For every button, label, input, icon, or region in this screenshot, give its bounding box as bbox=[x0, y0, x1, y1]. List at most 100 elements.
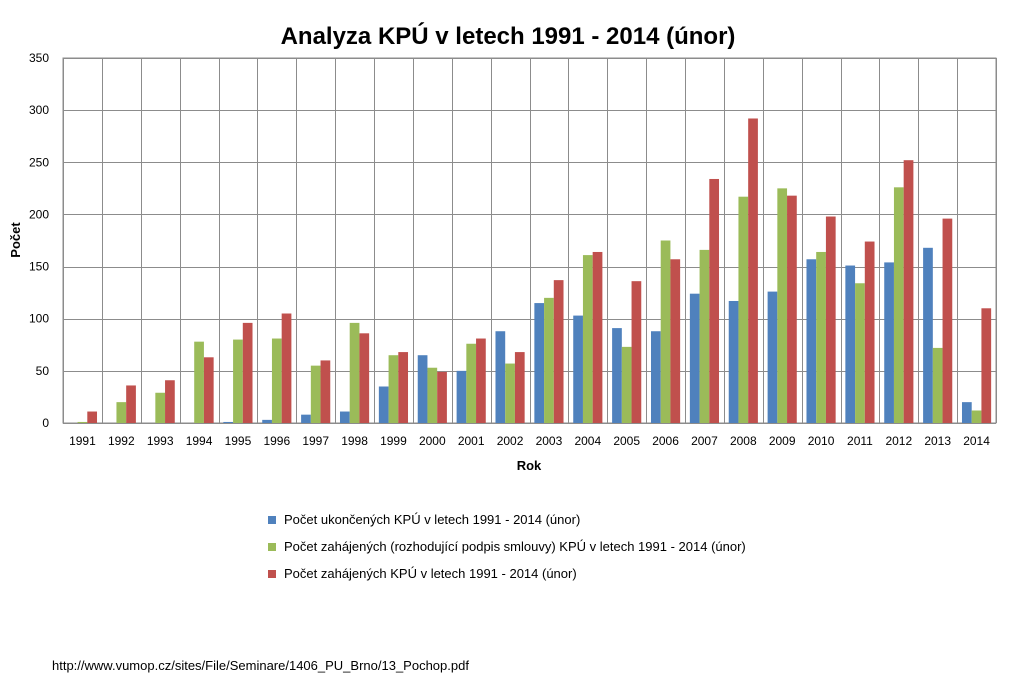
x-tick-label: 2012 bbox=[885, 434, 912, 448]
x-tick-label: 2011 bbox=[847, 434, 873, 448]
y-tick-label: 200 bbox=[29, 207, 49, 221]
y-tick-label: 150 bbox=[29, 260, 49, 274]
bar bbox=[165, 380, 175, 423]
y-axis-title: Počet bbox=[8, 222, 23, 258]
legend-label: Počet zahájených KPÚ v letech 1991 - 201… bbox=[284, 566, 577, 581]
x-tick-label: 1992 bbox=[108, 434, 135, 448]
bar bbox=[942, 218, 953, 423]
x-tick-label: 2001 bbox=[458, 434, 485, 448]
source-url: http://www.vumop.cz/sites/File/Seminare/… bbox=[52, 658, 469, 673]
bar bbox=[514, 352, 525, 423]
bar bbox=[612, 328, 622, 423]
bar bbox=[981, 308, 992, 423]
bar bbox=[923, 247, 933, 423]
bar bbox=[631, 281, 642, 423]
bar bbox=[456, 370, 467, 423]
x-tick-label: 2008 bbox=[730, 434, 757, 448]
bar bbox=[320, 360, 331, 423]
x-tick-label: 1991 bbox=[69, 434, 96, 448]
x-tick-label: 1994 bbox=[186, 434, 213, 448]
bar bbox=[660, 240, 671, 423]
legend-swatch bbox=[268, 515, 276, 524]
bar bbox=[767, 291, 778, 423]
bar bbox=[233, 339, 243, 423]
x-tick-label: 1998 bbox=[341, 434, 368, 448]
bar bbox=[738, 196, 749, 423]
bar bbox=[378, 386, 389, 423]
x-tick-label: 2003 bbox=[536, 434, 563, 448]
bar bbox=[262, 419, 272, 423]
legend-item: Počet zahájených KPÚ v letech 1991 - 201… bbox=[268, 560, 746, 587]
bar bbox=[864, 241, 875, 423]
bar bbox=[816, 251, 826, 423]
bar bbox=[242, 322, 253, 423]
bar bbox=[534, 303, 545, 423]
legend-label: Počet zahájených (rozhodující podpis sml… bbox=[284, 539, 746, 554]
bar bbox=[427, 367, 438, 423]
bar bbox=[417, 355, 428, 423]
x-tick-label: 2002 bbox=[497, 434, 524, 448]
x-tick-label: 2010 bbox=[808, 434, 835, 448]
x-axis-title: Rok bbox=[517, 458, 542, 473]
x-tick-label: 1993 bbox=[147, 434, 174, 448]
bar bbox=[116, 402, 127, 423]
y-tick-label: 50 bbox=[36, 364, 50, 378]
bar bbox=[126, 385, 136, 423]
legend-item: Počet ukončených KPÚ v letech 1991 - 201… bbox=[268, 506, 746, 533]
x-tick-label: 2000 bbox=[419, 434, 446, 448]
chart-title: Analyza KPÚ v letech 1991 - 2014 (únor) bbox=[281, 22, 736, 50]
y-tick-labels: 0 50 100 150 200 250 300 350 bbox=[29, 51, 49, 430]
legend: Počet ukončených KPÚ v letech 1991 - 201… bbox=[268, 506, 746, 587]
grid bbox=[62, 57, 997, 424]
x-tick-label: 2014 bbox=[963, 434, 990, 448]
x-tick-label: 1995 bbox=[225, 434, 252, 448]
y-tick-label: 350 bbox=[29, 51, 49, 65]
bar bbox=[301, 414, 311, 423]
bar bbox=[893, 187, 904, 423]
bar bbox=[544, 297, 554, 423]
bar bbox=[573, 315, 583, 423]
x-tick-label: 2004 bbox=[574, 434, 601, 448]
bar bbox=[709, 178, 720, 423]
bar bbox=[777, 188, 788, 423]
x-tick-label: 2009 bbox=[769, 434, 796, 448]
bar bbox=[932, 347, 943, 423]
bar bbox=[582, 255, 593, 423]
bar bbox=[398, 352, 409, 423]
bar bbox=[194, 341, 204, 423]
x-tick-labels: 1991 1992 1993 1994 1995 1996 1997 1998 1999 2000… bbox=[69, 434, 990, 448]
bar bbox=[787, 195, 797, 423]
bar bbox=[349, 322, 360, 423]
bar bbox=[592, 251, 603, 423]
legend-swatch bbox=[268, 542, 276, 551]
bar bbox=[466, 343, 477, 423]
bar bbox=[845, 265, 856, 423]
bar bbox=[223, 421, 234, 423]
bar bbox=[699, 249, 710, 423]
bar bbox=[281, 313, 292, 423]
y-tick-label: 0 bbox=[42, 416, 49, 430]
bar bbox=[77, 421, 88, 423]
bar bbox=[748, 118, 758, 423]
x-tick-label: 2005 bbox=[613, 434, 640, 448]
y-tick-label: 100 bbox=[29, 312, 49, 326]
bar bbox=[476, 338, 486, 423]
bar bbox=[621, 346, 632, 423]
bar bbox=[388, 355, 399, 423]
x-tick-label: 2007 bbox=[691, 434, 718, 448]
bars bbox=[77, 118, 992, 423]
legend-item: Počet zahájených (rozhodující podpis sml… bbox=[268, 533, 746, 560]
bar bbox=[359, 333, 370, 423]
bar bbox=[505, 363, 515, 423]
bar bbox=[650, 331, 661, 423]
bar bbox=[855, 283, 865, 423]
x-tick-label: 1996 bbox=[263, 434, 290, 448]
bar bbox=[87, 411, 98, 423]
bar bbox=[806, 259, 817, 423]
y-tick-label: 250 bbox=[29, 155, 49, 169]
x-tick-label: 1999 bbox=[380, 434, 407, 448]
bar bbox=[903, 160, 914, 423]
bar bbox=[728, 300, 739, 423]
bar bbox=[670, 259, 681, 423]
